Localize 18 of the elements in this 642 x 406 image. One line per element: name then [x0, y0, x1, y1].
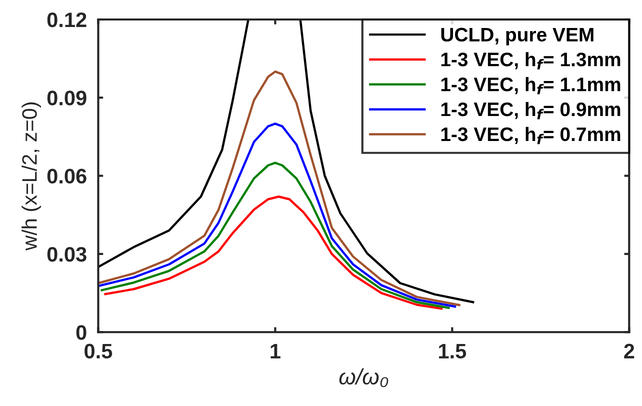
x-tick-label: 1	[270, 344, 280, 358]
legend-label: 1-3 VEC, h$_{f}$= 1.3mm	[441, 52, 620, 70]
legend-label: 1-3 VEC, h$_{f}$= 0.9mm	[441, 102, 620, 120]
x-axis-title: ω/ω₀	[339, 368, 388, 388]
legend-label: 1-3 VEC, h$_{f}$= 1.1mm	[441, 77, 620, 94]
x-tick-label: 0.5	[84, 344, 112, 359]
line-series	[100, 162, 450, 309]
legend-label: UCLD, pure VEM	[441, 28, 594, 46]
x-tick-label: 1.5	[439, 344, 466, 359]
y-tick-label: 0.06	[47, 168, 86, 184]
y-tick-label: 0	[76, 325, 86, 340]
x-tick-label: 2	[624, 344, 634, 358]
y-axis-title: w/h (x=L/2, z=0)	[22, 102, 42, 251]
y-tick-label: 0.12	[47, 12, 86, 28]
y-tick-label: 0.09	[47, 90, 86, 106]
line-series	[104, 196, 443, 310]
y-tick-label: 0.03	[47, 246, 86, 262]
legend-label: 1-3 VEC, h$_{f}$= 0.7mm	[441, 126, 620, 144]
